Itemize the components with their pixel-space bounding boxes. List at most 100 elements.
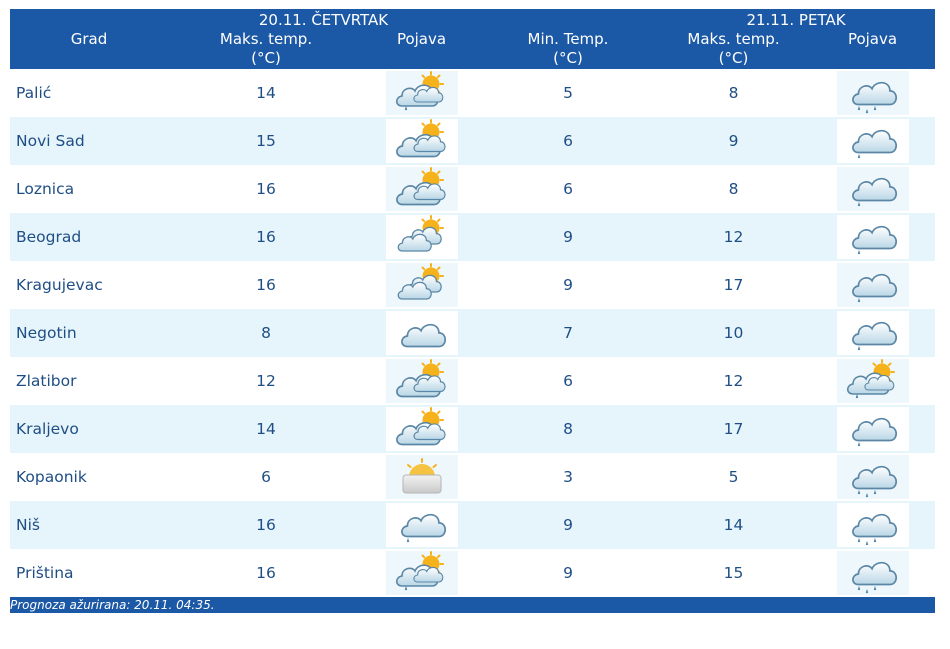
- table-row: Kragujevac 16 9 17: [10, 261, 936, 309]
- day1-max-temp: 14: [168, 69, 364, 117]
- day1-max-temp: 16: [168, 501, 364, 549]
- day2-min-temp: 6: [479, 165, 657, 213]
- header-unit-label: (°C): [718, 49, 749, 67]
- day2-weather-cell: [810, 309, 936, 357]
- header-day1-max: Maks. temp. (°C): [168, 30, 364, 69]
- header-pojava-label: Pojava: [396, 30, 447, 48]
- header-day2-min: Min. Temp. (°C): [479, 30, 657, 69]
- day2-min-temp: 6: [479, 357, 657, 405]
- header-min-label: Min. Temp.: [527, 30, 609, 48]
- city-name: Kraljevo: [10, 405, 168, 453]
- day2-header: 21.11. PETAK: [657, 9, 936, 30]
- sun-behind-clouds-icon: [385, 215, 458, 259]
- header-max-label: Maks. temp.: [687, 30, 780, 48]
- day1-max-temp: 6: [168, 453, 364, 501]
- day2-min-temp: 7: [479, 309, 657, 357]
- day2-weather-cell: [810, 69, 936, 117]
- partly-sunny-icon: [385, 167, 458, 211]
- cloud-drizzle-icon: [836, 167, 909, 211]
- fog-sun-icon: [385, 455, 458, 499]
- cloud-drizzle-icon: [836, 215, 909, 259]
- table-row: Kopaonik 6 3 5: [10, 453, 936, 501]
- day2-min-temp: 9: [479, 549, 657, 597]
- partly-sunny-rain-icon: [385, 71, 458, 115]
- table-body: Palić 14 5 8 Novi Sad 15 6 9 Loznica 16 6 8 Beograd 1…: [10, 69, 936, 597]
- day1-weather-cell: [364, 549, 479, 597]
- forecast-table: 20.11. ČETVRTAK 21.11. PETAK Grad Maks. …: [10, 9, 936, 613]
- day1-weather-cell: [364, 501, 479, 549]
- day1-weather-cell: [364, 309, 479, 357]
- day2-min-temp: 5: [479, 69, 657, 117]
- cloud-drizzle-icon: [836, 407, 909, 451]
- table-row: Niš 16 9 14: [10, 501, 936, 549]
- header-city: Grad: [10, 30, 168, 69]
- cloud-rain-icon: [836, 455, 909, 499]
- day2-weather-cell: [810, 405, 936, 453]
- cloud-rain-icon: [836, 551, 909, 595]
- cloud-drizzle-icon: [836, 263, 909, 307]
- day2-max-temp: 12: [657, 213, 810, 261]
- city-name: Palić: [10, 69, 168, 117]
- city-name: Novi Sad: [10, 117, 168, 165]
- cloud-drizzle-icon: [385, 503, 458, 547]
- day2-max-temp: 14: [657, 501, 810, 549]
- table-row: Priština 16 9 15: [10, 549, 936, 597]
- partly-sunny-rain-icon: [385, 551, 458, 595]
- header-unit-label: (°C): [553, 49, 583, 67]
- city-name: Beograd: [10, 213, 168, 261]
- day2-max-temp: 15: [657, 549, 810, 597]
- cloud-drizzle-icon: [836, 119, 909, 163]
- header-max-label: Maks. temp.: [219, 30, 313, 48]
- day1-max-temp: 15: [168, 117, 364, 165]
- day1-max-temp: 14: [168, 405, 364, 453]
- day2-weather-cell: [810, 165, 936, 213]
- day2-max-temp: 9: [657, 117, 810, 165]
- day1-max-temp: 12: [168, 357, 364, 405]
- partly-sunny-icon: [385, 407, 458, 451]
- day2-weather-cell: [810, 549, 936, 597]
- day2-max-temp: 10: [657, 309, 810, 357]
- city-name: Kragujevac: [10, 261, 168, 309]
- cloud-rain-icon: [836, 503, 909, 547]
- table-row: Novi Sad 15 6 9: [10, 117, 936, 165]
- day1-weather-cell: [364, 405, 479, 453]
- day1-weather-cell: [364, 213, 479, 261]
- partly-sunny-icon: [385, 119, 458, 163]
- footer-updated: Prognoza ažurirana: 20.11. 04:35.: [10, 597, 936, 613]
- header-day2-max: Maks. temp. (°C): [657, 30, 810, 69]
- day2-weather-cell: [810, 261, 936, 309]
- city-name: Kopaonik: [10, 453, 168, 501]
- header-day1-pojava: Pojava: [364, 30, 479, 69]
- city-name: Loznica: [10, 165, 168, 213]
- day2-min-temp: 9: [479, 213, 657, 261]
- day1-header: 20.11. ČETVRTAK: [168, 9, 479, 30]
- day1-max-temp: 16: [168, 165, 364, 213]
- day2-max-temp: 17: [657, 405, 810, 453]
- header-unit-label: (°C): [251, 49, 281, 67]
- header-pojava-label: Pojava: [847, 30, 898, 48]
- day2-min-temp: 8: [479, 405, 657, 453]
- partly-sunny-icon: [385, 359, 458, 403]
- day2-max-temp: 8: [657, 69, 810, 117]
- day1-weather-cell: [364, 357, 479, 405]
- day2-max-temp: 12: [657, 357, 810, 405]
- city-name: Priština: [10, 549, 168, 597]
- day1-weather-cell: [364, 453, 479, 501]
- city-name: Zlatibor: [10, 357, 168, 405]
- table-row: Kraljevo 14 8 17: [10, 405, 936, 453]
- day2-min-temp: 6: [479, 117, 657, 165]
- table-row: Palić 14 5 8: [10, 69, 936, 117]
- day1-max-temp: 16: [168, 549, 364, 597]
- cloud-rain-icon: [836, 71, 909, 115]
- day2-max-temp: 5: [657, 453, 810, 501]
- day1-max-temp: 16: [168, 261, 364, 309]
- header-city-spacer: [10, 9, 168, 30]
- header-spacer: [479, 9, 657, 30]
- day1-max-temp: 16: [168, 213, 364, 261]
- day2-min-temp: 3: [479, 453, 657, 501]
- sun-behind-clouds-icon: [385, 263, 458, 307]
- city-name: Negotin: [10, 309, 168, 357]
- day2-weather-cell: [810, 357, 936, 405]
- header-city-label: Grad: [70, 30, 108, 48]
- day2-min-temp: 9: [479, 501, 657, 549]
